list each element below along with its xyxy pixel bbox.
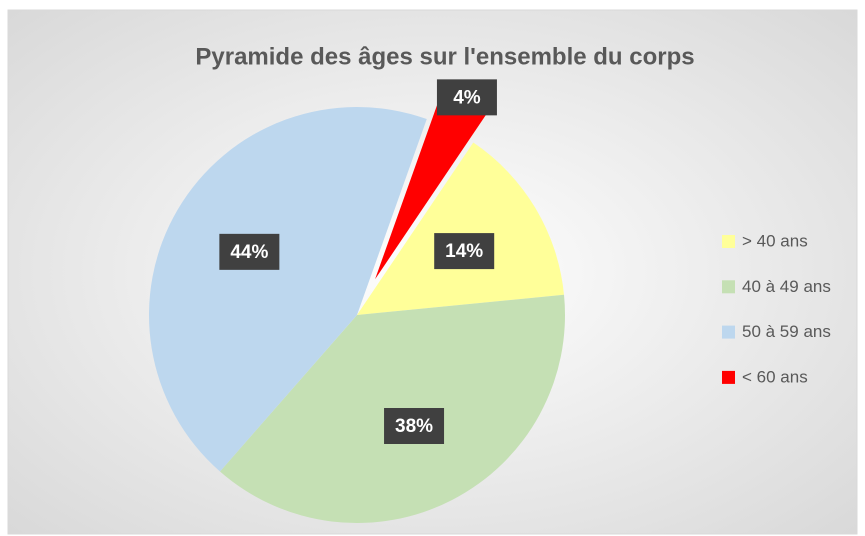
legend-swatch <box>722 370 735 384</box>
legend-swatch <box>722 280 735 294</box>
legend-swatch <box>722 235 735 248</box>
legend-label: 40 à 49 ans <box>742 277 831 296</box>
legend-label: > 40 ans <box>742 231 808 250</box>
data-label: 38% <box>395 416 433 437</box>
pie-slice <box>375 83 492 280</box>
legend-swatch <box>722 325 735 339</box>
pie-slice <box>148 106 427 472</box>
legend-label: 50 à 59 ans <box>742 322 831 341</box>
data-label-box <box>219 233 280 270</box>
pie-slice <box>357 142 565 315</box>
data-label-box <box>436 79 497 116</box>
data-label: 4% <box>453 87 481 108</box>
legend-label: < 60 ans <box>742 367 808 386</box>
chart-title: Pyramide des âges sur l'ensemble du corp… <box>195 43 694 70</box>
data-label: 14% <box>445 241 483 262</box>
data-label-box <box>434 233 495 270</box>
data-label-box <box>384 407 445 444</box>
data-label: 44% <box>230 242 268 263</box>
